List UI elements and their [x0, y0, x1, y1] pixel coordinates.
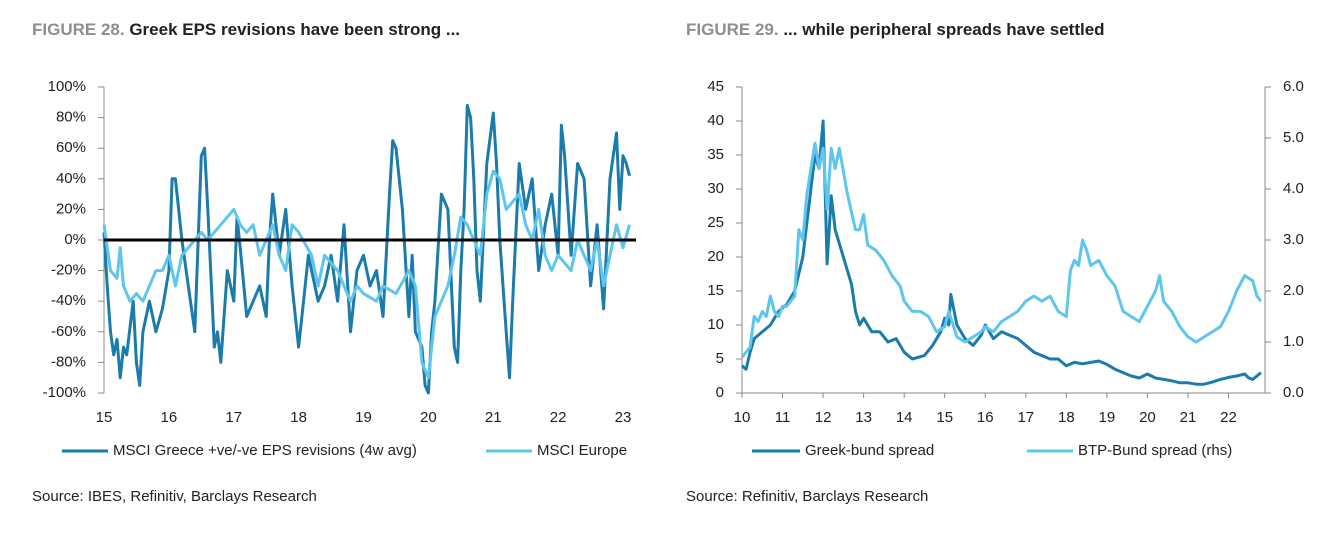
chart-title: FIGURE 28. Greek EPS revisions have been…	[32, 20, 460, 39]
legend-label: MSCI Greece +ve/-ve EPS revisions (4w av…	[113, 442, 417, 459]
series-line	[740, 141, 1263, 359]
series-line	[741, 119, 1262, 386]
y-tick-label: -60%	[51, 323, 86, 340]
y-tick-label: 35	[707, 146, 724, 163]
y-tick-label: 20	[707, 248, 724, 265]
y-tick-label: 10	[707, 316, 724, 333]
legend-label: MSCI Europe	[537, 442, 627, 459]
x-tick-label: 22	[550, 409, 567, 426]
y2-tick-label: 0.0	[1283, 384, 1304, 401]
x-tick-label: 16	[977, 409, 994, 426]
x-tick-label: 15	[96, 409, 113, 426]
x-tick-label: 16	[161, 409, 178, 426]
series-line	[102, 169, 631, 380]
x-tick-label: 19	[1099, 409, 1116, 426]
x-tick-label: 17	[225, 409, 242, 426]
x-tick-label: 13	[855, 409, 872, 426]
y-tick-label: -80%	[51, 353, 86, 370]
y-tick-label: 0%	[64, 231, 86, 248]
y2-tick-label: 3.0	[1283, 231, 1304, 248]
x-tick-label: 15	[936, 409, 953, 426]
y-tick-label: 40%	[56, 170, 86, 187]
y2-tick-label: 5.0	[1283, 129, 1304, 146]
series-line	[102, 103, 631, 395]
figure-label: FIGURE 28.	[32, 20, 125, 39]
y-tick-label: 15	[707, 282, 724, 299]
legend-label: Greek-bund spread	[805, 442, 934, 459]
x-tick-label: 19	[355, 409, 372, 426]
source: Source: Refinitiv, Barclays Research	[686, 488, 928, 505]
y2-tick-label: 2.0	[1283, 282, 1304, 299]
x-tick-label: 18	[1058, 409, 1075, 426]
x-tick-label: 10	[734, 409, 751, 426]
y-tick-label: 60%	[56, 139, 86, 156]
source: Source: IBES, Refinitiv, Barclays Resear…	[32, 488, 317, 505]
y-tick-label: 20%	[56, 200, 86, 217]
x-tick-label: 21	[485, 409, 502, 426]
y-tick-label: 40	[707, 112, 724, 129]
y2-tick-label: 4.0	[1283, 180, 1304, 197]
y-tick-label: 0	[716, 384, 724, 401]
x-tick-label: 14	[896, 409, 913, 426]
y2-tick-label: 1.0	[1283, 333, 1304, 350]
y-tick-label: -20%	[51, 262, 86, 279]
x-tick-label: 18	[290, 409, 307, 426]
y-tick-label: 100%	[48, 78, 86, 95]
y-tick-label: 30	[707, 180, 724, 197]
y-tick-label: -40%	[51, 292, 86, 309]
x-tick-label: 22	[1220, 409, 1237, 426]
y-tick-label: 5	[716, 350, 724, 367]
x-tick-label: 21	[1180, 409, 1197, 426]
x-tick-label: 11	[775, 409, 791, 426]
title-text: Greek EPS revisions have been strong ...	[129, 20, 460, 39]
x-tick-label: 20	[420, 409, 437, 426]
y-tick-label: 45	[707, 78, 724, 95]
figure-label: FIGURE 29.	[686, 20, 779, 39]
y-tick-label: -100%	[43, 384, 86, 401]
x-tick-label: 20	[1139, 409, 1156, 426]
title-text: ... while peripheral spreads have settle…	[783, 20, 1104, 39]
x-tick-label: 17	[1017, 409, 1034, 426]
y2-tick-label: 6.0	[1283, 78, 1304, 95]
y-tick-label: 25	[707, 214, 724, 231]
x-tick-label: 12	[815, 409, 832, 426]
chart-title: FIGURE 29. ... while peripheral spreads …	[686, 20, 1105, 39]
x-tick-label: 23	[615, 409, 632, 426]
legend-label: BTP-Bund spread (rhs)	[1078, 442, 1232, 459]
y-tick-label: 80%	[56, 109, 86, 126]
